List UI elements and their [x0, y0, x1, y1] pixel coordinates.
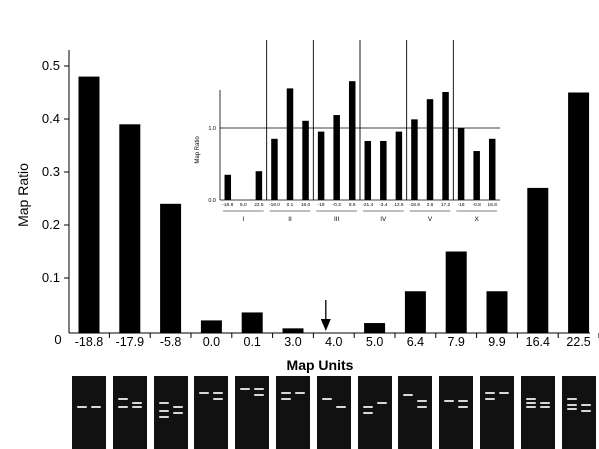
x-tick-label: 22.5: [566, 335, 590, 349]
inset-bar: [457, 128, 465, 200]
bar: [160, 203, 182, 333]
inset-bar: [302, 120, 309, 200]
inset-x-tick-label: 16.0: [301, 202, 311, 208]
inset-x-tick-label: 8.5: [349, 202, 356, 208]
x-tick-label: 6.4: [407, 335, 424, 349]
x-tick-label: 3.0: [284, 335, 301, 349]
bar: [445, 251, 467, 333]
inset-x-tick-label: 5.0: [240, 202, 247, 208]
x-tick-label: -5.8: [160, 335, 182, 349]
x-tick-label: 16.4: [526, 335, 550, 349]
y-tick-label: 0.2: [42, 217, 60, 232]
y-tick-label: 0.1: [42, 270, 60, 285]
inset-x-tick-label: -0.8: [473, 202, 482, 208]
bar: [404, 291, 426, 333]
inset-bar: [364, 140, 372, 200]
inset-bar: [380, 140, 387, 200]
bar: [119, 124, 141, 333]
y-tick-label: 0.3: [42, 164, 60, 179]
inset-group-label: I: [242, 216, 244, 223]
inset-bar: [255, 171, 263, 200]
inset-x-tick-label: -18.8: [222, 202, 233, 208]
inset-bar: [224, 174, 232, 200]
y-tick-label: 0.5: [42, 58, 60, 73]
inset-group-label: IV: [380, 216, 387, 223]
x-tick-label: 9.9: [488, 335, 505, 349]
x-tick-label: 4.0: [325, 335, 342, 349]
inset-bar: [411, 119, 418, 200]
bar: [486, 291, 508, 333]
inset-chart: 0.0 1.0 Map Ratio -18.8 5.0 22.5 I -18.0 0.1 16.0…: [195, 40, 500, 223]
inset-x-tick-label: 0.1: [287, 202, 294, 208]
inset-x-tick-label: 22.5: [254, 202, 264, 208]
inset-x-tick-label: -18: [318, 202, 325, 208]
inset-x-tick-label: 17.2: [441, 202, 451, 208]
inset-x-tick-label: -0.3: [333, 202, 342, 208]
inset-bar: [317, 131, 325, 200]
inset-group-label: III: [334, 216, 340, 223]
bar: [364, 323, 386, 333]
main-chart-axes: 0.1 0.2 0.3 0.4 0.5 0 -18.8 -17.9 -5.8 0.0 0.1 3.0 4…: [42, 50, 599, 349]
x-tick-label: 5.0: [366, 335, 383, 349]
inset-x-tick-label: 12.5: [394, 202, 404, 208]
inset-x-tick-label: -18: [458, 202, 465, 208]
bar: [568, 92, 590, 333]
inset-y-tick-label: 1.0: [208, 126, 216, 132]
inset-y-axis-label: Map Ratio: [195, 136, 201, 164]
main-chart-bars: [78, 76, 590, 333]
inset-x-tick-label: -18.9: [409, 202, 420, 208]
x-tick-label: -17.9: [116, 335, 145, 349]
bar: [200, 320, 222, 333]
bar: [282, 328, 304, 333]
y-tick-label: 0.4: [42, 111, 60, 126]
zero-label: 0: [54, 332, 61, 347]
inset-x-tick-label: 2.6: [427, 202, 434, 208]
inset-x-tick-label: -3.4: [379, 202, 388, 208]
inset-x-tick-label: 16.8: [488, 202, 498, 208]
main-x-axis-label: Map Units: [287, 357, 354, 373]
bar: [78, 76, 100, 333]
inset-bar: [488, 138, 496, 200]
bar: [527, 187, 549, 333]
x-tick-label: 0.1: [244, 335, 261, 349]
x-tick-label: 7.9: [448, 335, 465, 349]
x-tick-label: -18.8: [75, 335, 104, 349]
inset-bar: [442, 92, 449, 200]
inset-bar: [271, 138, 278, 200]
x-tick-label: 0.0: [203, 335, 220, 349]
arrow-head: [320, 319, 331, 331]
inset-group-label: X: [474, 216, 479, 223]
bar: [241, 312, 263, 333]
main-y-axis-label: Map Ratio: [15, 163, 31, 227]
inset-x-tick-label: -18.0: [269, 202, 280, 208]
inset-x-tick-label: -21.4: [362, 202, 373, 208]
inset-y-tick-label: 0.0: [208, 198, 216, 204]
inset-bar: [473, 151, 480, 200]
inset-group-label: II: [288, 216, 292, 223]
inset-bar: [395, 131, 403, 200]
inset-bar: [348, 81, 356, 200]
inset-group-label: V: [428, 216, 433, 223]
inset-bar: [426, 99, 434, 200]
inset-bar: [333, 115, 340, 200]
inset-bar: [286, 88, 294, 200]
